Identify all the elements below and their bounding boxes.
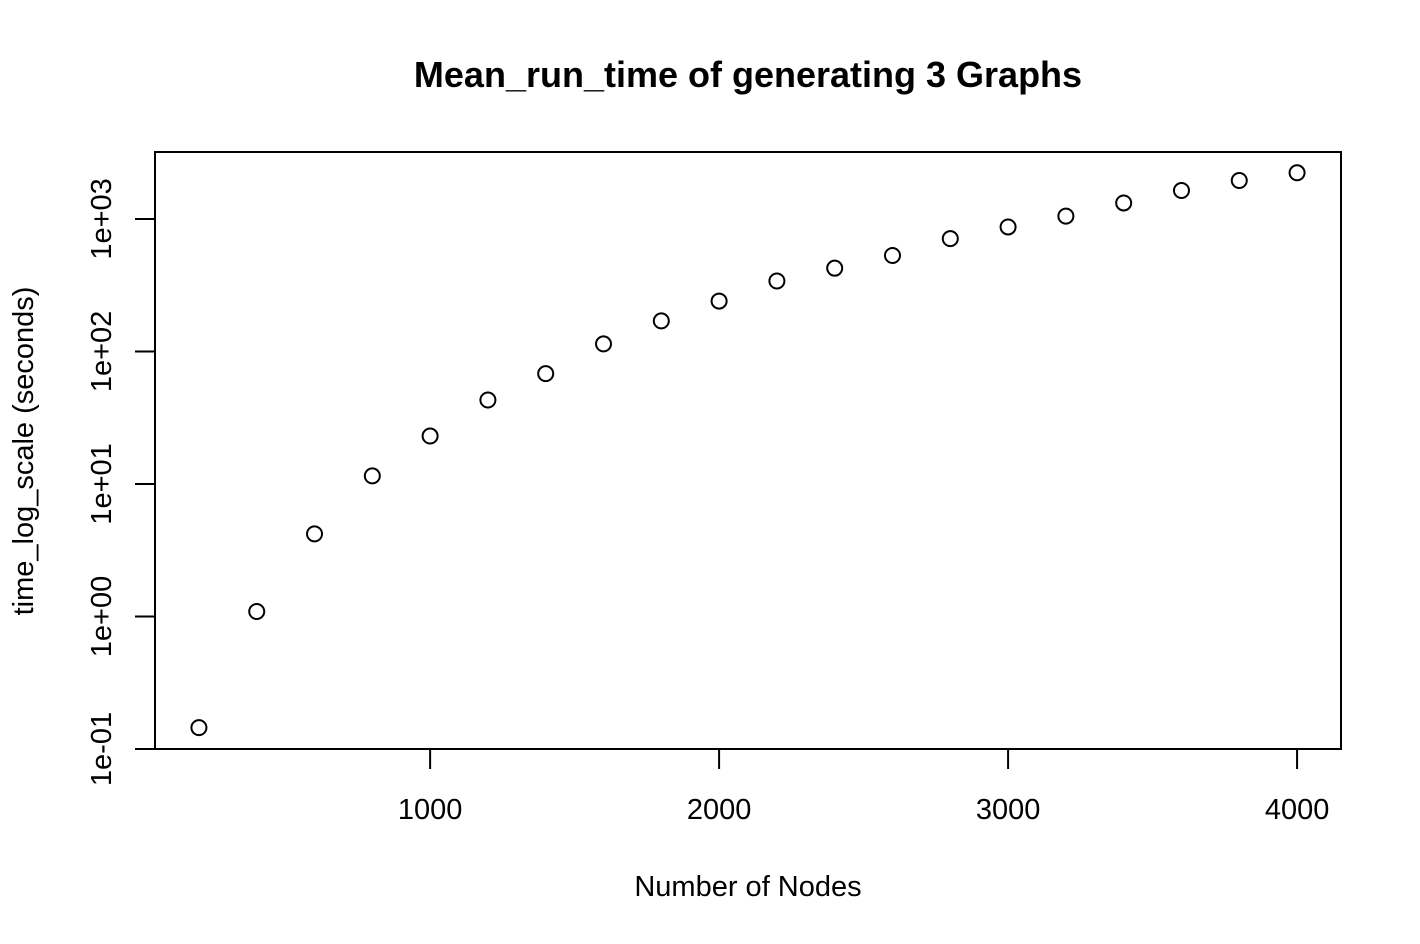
y-tick-label: 1e+02 [86,311,118,392]
x-tick-label: 3000 [976,794,1041,826]
y-tick-label: 1e+00 [86,576,118,657]
plot-frame [154,151,1342,750]
data-point [768,272,786,290]
y-axis-label: time_log_scale (seconds) [8,287,40,616]
data-point [652,312,670,330]
x-tick-label: 4000 [1265,794,1330,826]
y-tick-label: 1e-01 [86,712,118,786]
data-points [190,164,1306,737]
data-point [941,230,959,248]
y-tick-label: 1e+01 [86,443,118,524]
data-point [1230,172,1248,190]
data-point [710,292,728,310]
data-point [537,365,555,383]
data-point [1057,207,1075,225]
y-tick-label: 1e+03 [86,178,118,259]
x-tick-label: 2000 [687,794,752,826]
data-point [1115,194,1133,212]
data-point [883,246,901,264]
chart-title: Mean_run_time of generating 3 Graphs [414,54,1082,95]
data-point [1172,181,1190,199]
x-tick-label: 1000 [398,794,463,826]
data-point [306,525,324,543]
data-point [421,427,439,445]
data-point [1288,164,1306,182]
data-point [190,719,208,737]
data-point [826,259,844,277]
data-point [999,218,1017,236]
data-point [479,391,497,409]
x-axis: 1000 2000 3000 4000 [398,748,1330,826]
y-axis: 1e-01 1e+00 1e+01 1e+02 1e+03 [86,178,156,786]
data-point [248,603,266,621]
data-point [363,467,381,485]
data-point [595,335,613,353]
x-axis-label: Number of Nodes [634,871,861,903]
